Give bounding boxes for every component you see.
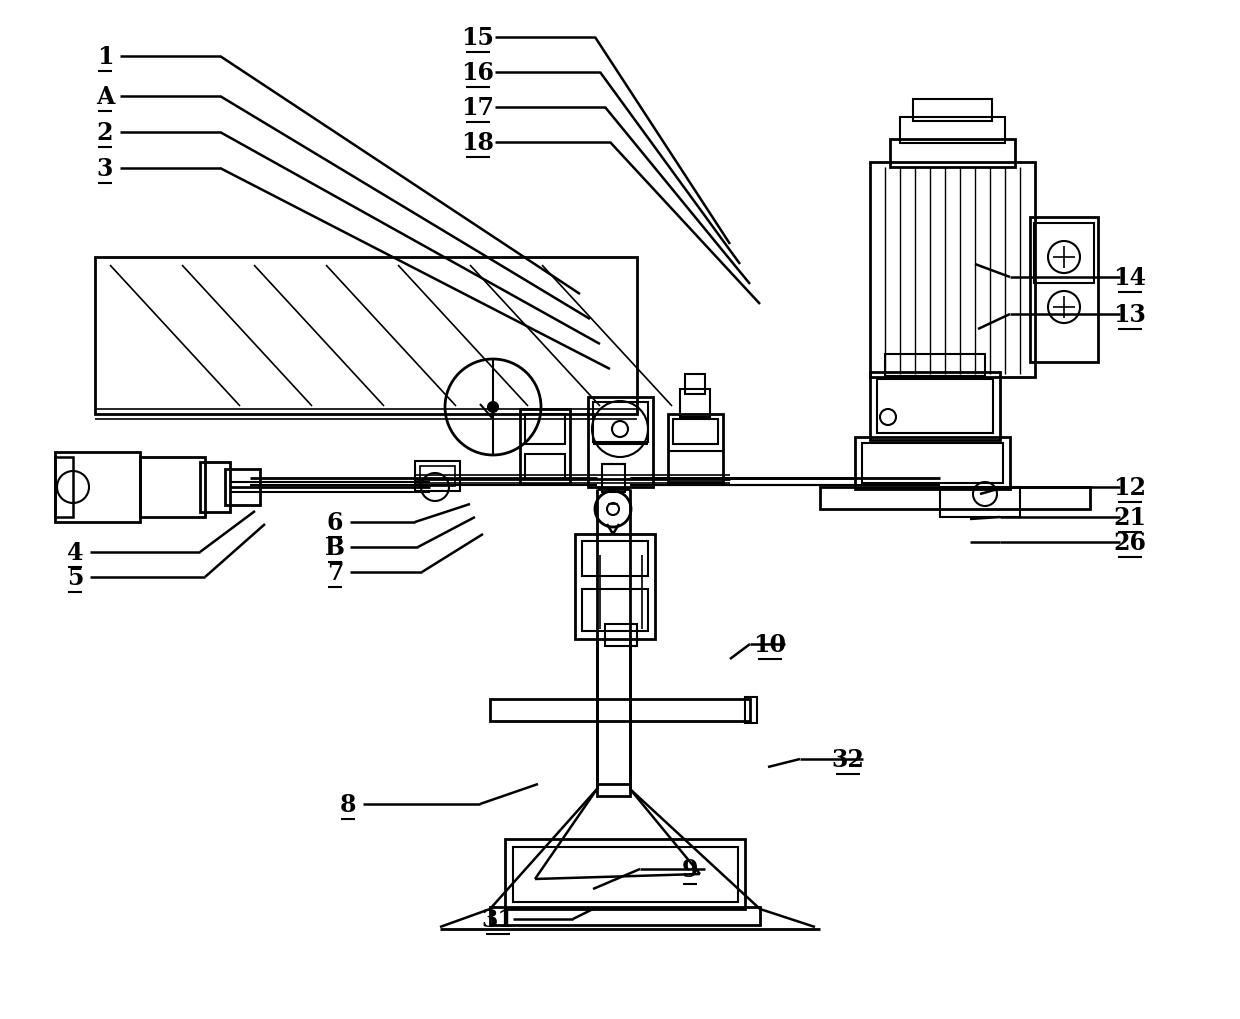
Bar [490, 907, 760, 925]
Text: 6: 6 [327, 511, 343, 535]
Bar [856, 437, 1011, 489]
Text: 7: 7 [327, 560, 343, 585]
Bar [593, 403, 649, 442]
Bar [420, 467, 455, 486]
Text: 13: 13 [1114, 303, 1147, 327]
Text: 32: 32 [832, 747, 864, 771]
Text: 26: 26 [1114, 531, 1147, 554]
Text: 8: 8 [340, 792, 356, 816]
Text: 14: 14 [1114, 266, 1147, 289]
Bar [745, 697, 756, 723]
Bar [862, 443, 1003, 484]
Bar [200, 463, 229, 513]
Bar [870, 373, 999, 440]
Bar [673, 420, 718, 444]
Bar [520, 410, 570, 484]
Bar [575, 535, 655, 639]
Text: 3: 3 [97, 157, 113, 180]
Bar [605, 625, 637, 646]
Bar [940, 487, 1021, 518]
Text: B: B [325, 535, 345, 559]
Bar [140, 458, 205, 518]
Bar [55, 452, 140, 523]
Bar [1030, 218, 1097, 363]
Bar [680, 389, 711, 418]
Bar [870, 163, 1035, 378]
Bar [513, 847, 738, 902]
Text: 12: 12 [1114, 476, 1147, 499]
Text: 2: 2 [97, 121, 113, 145]
Text: 31: 31 [481, 907, 515, 931]
Bar [877, 380, 993, 433]
Bar [415, 462, 460, 491]
Bar [55, 458, 73, 518]
Bar [601, 465, 625, 492]
Bar [505, 840, 745, 909]
Bar [95, 258, 637, 415]
Bar [525, 454, 565, 480]
Bar [668, 415, 723, 483]
Text: 21: 21 [1114, 505, 1147, 530]
Bar [490, 699, 750, 721]
Text: 9: 9 [682, 857, 698, 881]
Bar [684, 375, 706, 394]
Bar [913, 100, 992, 122]
Text: 15: 15 [461, 25, 495, 50]
Text: 1: 1 [97, 45, 113, 69]
Text: 16: 16 [461, 61, 495, 85]
Bar [890, 140, 1016, 168]
Bar [224, 470, 260, 505]
Text: 4: 4 [67, 540, 83, 565]
Text: A: A [95, 85, 114, 109]
Circle shape [489, 403, 498, 413]
Bar [820, 487, 1090, 510]
Bar [1034, 224, 1094, 283]
Bar [885, 355, 985, 377]
Text: 10: 10 [754, 633, 786, 656]
Bar [582, 589, 649, 632]
Bar [596, 785, 630, 796]
Bar [588, 397, 653, 487]
Text: 5: 5 [67, 566, 83, 589]
Bar [900, 118, 1004, 144]
Text: 17: 17 [461, 96, 495, 120]
Text: 18: 18 [461, 130, 495, 155]
Bar [525, 415, 565, 444]
Bar [582, 541, 649, 577]
